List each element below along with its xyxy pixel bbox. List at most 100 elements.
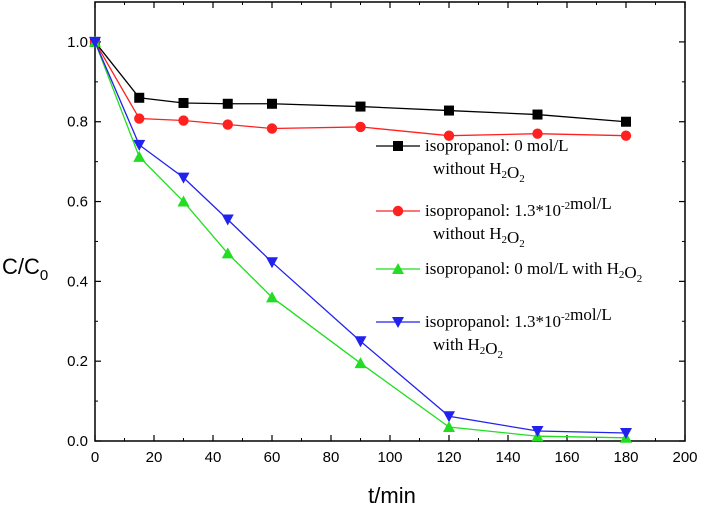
data-point: [354, 336, 367, 348]
data-point: [354, 357, 367, 369]
legend-text-part: isopropanol: 0 mol/L with H: [425, 259, 619, 278]
legend-text-part: 2: [637, 273, 643, 285]
data-point: [355, 121, 366, 133]
legend-text-part: with H: [433, 335, 480, 354]
data-point: [266, 123, 278, 134]
legend-text-part: isopropanol: 1.3*10: [425, 312, 561, 331]
legend-text-part: O: [507, 163, 519, 182]
y-axis-title-sub: 0: [40, 267, 48, 284]
y-tick-label: 0.0: [67, 433, 88, 450]
series-line: [94, 41, 627, 434]
series-layer: [89, 35, 632, 443]
x-tick-label: 60: [264, 449, 281, 466]
y-tick-label: 0.4: [67, 273, 88, 290]
data-point: [443, 130, 455, 141]
legend-text-part: 2: [501, 234, 507, 246]
data-point: [531, 426, 544, 438]
data-point: [355, 101, 366, 112]
data-point: [621, 116, 631, 127]
legend-label: without H2O2: [433, 224, 525, 250]
legend-marker: [393, 141, 403, 151]
axes: 0 20 40 60 80 100 120 140 160 180 200 0.0 0.2 0.4 0.6 0…: [67, 1, 698, 466]
legend-marker: [392, 317, 404, 328]
x-tick-label: 40: [205, 449, 222, 466]
y-axis-title-main: C/C: [2, 254, 40, 279]
legend-text-part: O: [507, 228, 519, 247]
data-point: [134, 113, 145, 124]
legend-text-part: O: [485, 339, 497, 358]
x-tick-label: 20: [146, 449, 163, 466]
x-tick-label: 140: [495, 449, 520, 466]
data-point: [221, 247, 234, 259]
legend-text-part: -2: [561, 200, 570, 212]
series-2: [89, 36, 632, 141]
data-point: [133, 150, 146, 162]
legend-text-part: isopropanol: 1.3*10: [425, 201, 561, 220]
legend-text-part: without H: [433, 224, 501, 243]
legend-text-part: mol/L: [570, 305, 612, 324]
data-point: [267, 98, 277, 109]
legend-text-part: 2: [480, 345, 486, 357]
data-point: [89, 36, 101, 48]
x-tick-label: 120: [436, 449, 461, 466]
data-point: [620, 428, 632, 440]
series-line: [94, 41, 627, 137]
data-point: [177, 195, 190, 207]
legend-marker: [392, 205, 404, 217]
legend-text-part: O: [624, 263, 636, 282]
data-point: [221, 214, 234, 226]
legend-text-part: 2: [498, 349, 504, 361]
data-point: [222, 98, 233, 109]
data-point: [178, 97, 189, 108]
y-tick-label: 0.2: [67, 353, 88, 370]
legend-marker: [392, 263, 404, 274]
legend-text-part: 2: [519, 173, 525, 185]
data-point: [133, 139, 146, 151]
data-point: [134, 92, 145, 103]
legend-entry-3: isopropanol: 0 mol/L with H2O2: [376, 259, 642, 285]
data-point: [532, 128, 543, 139]
legend-text-part: 2: [501, 169, 507, 181]
x-tick-label: 80: [323, 449, 340, 466]
data-point: [443, 421, 455, 433]
x-tick-label: 180: [613, 449, 638, 466]
legend-label: isopropanol: 1.3*10-2mol/L: [425, 305, 612, 331]
data-point: [620, 130, 632, 141]
data-point: [266, 291, 278, 303]
y-tick-label: 0.8: [67, 114, 88, 131]
data-point: [443, 411, 455, 423]
legend-text-part: -2: [561, 311, 570, 323]
data-point: [178, 115, 189, 126]
legend-label: isopropanol: 1.3*10-2mol/L: [425, 194, 612, 220]
legend-label: without H2O2: [433, 159, 525, 185]
data-point: [177, 172, 190, 184]
legend-text-part: isopropanol: 0 mol/L: [425, 136, 569, 155]
legend-text-part: without H: [433, 159, 501, 178]
x-tick-label: 160: [554, 449, 579, 466]
y-tick-label: 0.6: [67, 194, 88, 211]
series-1: [90, 36, 631, 127]
legend-label: isopropanol: 0 mol/L with H2O2: [425, 259, 642, 285]
legend-text-part: 2: [619, 269, 625, 281]
axis-labels: t/min C/C0: [2, 254, 416, 508]
series-4: [89, 36, 632, 440]
x-tick-label: 200: [672, 449, 697, 466]
data-point: [222, 119, 233, 130]
x-tick-label: 100: [377, 449, 402, 466]
legend-label: isopropanol: 0 mol/L: [425, 136, 569, 155]
legend-text-part: 2: [519, 238, 525, 250]
data-point: [532, 109, 543, 120]
y-tick-label: 1.0: [67, 34, 88, 51]
plot-frame: [94, 1, 686, 442]
legend-text-part: mol/L: [570, 194, 612, 213]
x-axis-title: t/min: [368, 483, 416, 508]
x-tick-label: 0: [91, 449, 99, 466]
data-point: [444, 105, 454, 116]
y-axis-title: C/C0: [2, 254, 48, 284]
data-point: [266, 257, 278, 269]
